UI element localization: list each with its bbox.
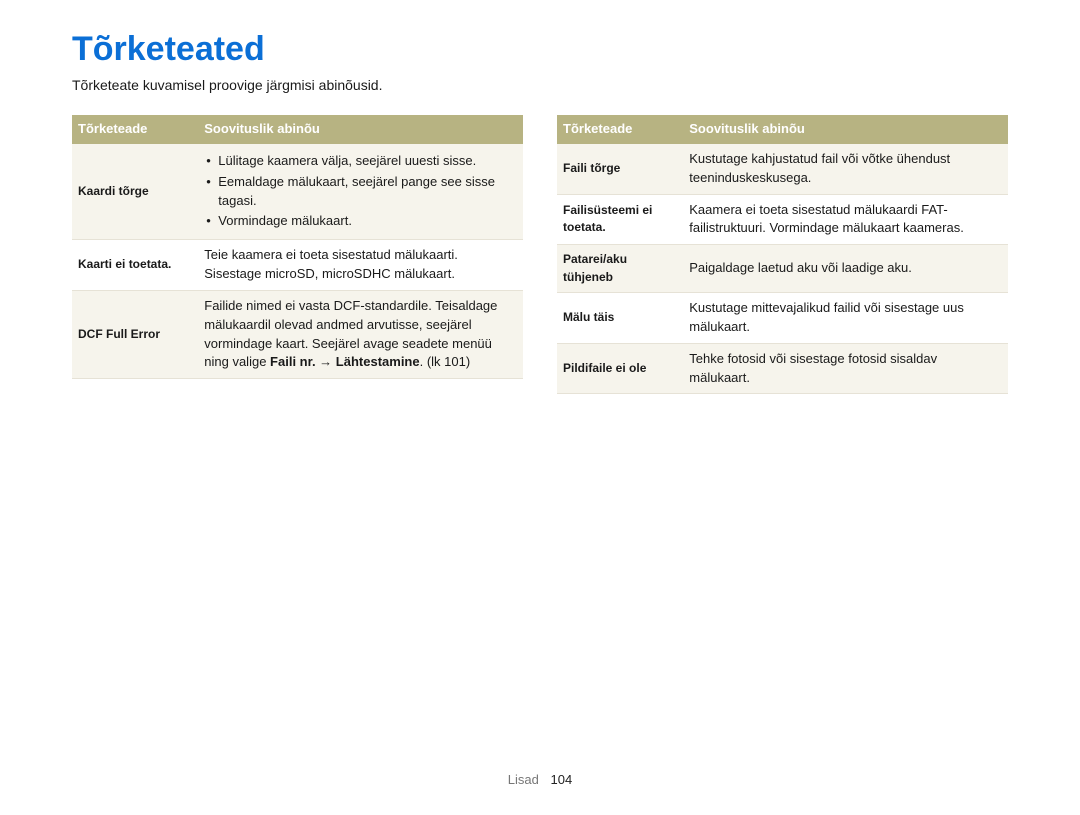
row-remedy: Failide nimed ei vasta DCF-standardile. … (198, 290, 523, 378)
table-row: DCF Full ErrorFailide nimed ei vasta DCF… (72, 290, 523, 378)
row-label: Mälu täis (557, 293, 683, 344)
header-error: Tõrketeade (557, 115, 683, 144)
left-table: Tõrketeade Soovituslik abinõu Kaardi tõr… (72, 115, 523, 379)
row-remedy: Tehke fotosid või sisestage fotosid sisa… (683, 343, 1008, 394)
remedy-text: Failide nimed ei vasta DCF-standardile. … (204, 298, 497, 370)
table-header-row: Tõrketeade Soovituslik abinõu (72, 115, 523, 144)
row-label: Pildifaile ei ole (557, 343, 683, 394)
list-item: Eemaldage mälukaart, seejärel pange see … (204, 173, 515, 211)
table-row: Mälu täisKustutage mittevajalikud failid… (557, 293, 1008, 344)
footer-section: Lisad (508, 772, 539, 787)
bold-text: Lähtestamine (336, 354, 420, 369)
page-title: Tõrketeated (72, 30, 1008, 69)
table-row: Failisüsteemi ei toetata.Kaamera ei toet… (557, 194, 1008, 245)
columns-wrapper: Tõrketeade Soovituslik abinõu Kaardi tõr… (72, 115, 1008, 394)
header-remedy: Soovituslik abinõu (198, 115, 523, 144)
row-label: Failisüsteemi ei toetata. (557, 194, 683, 245)
row-remedy: Teie kaamera ei toeta sisestatud mälukaa… (198, 240, 523, 291)
row-label: Patarei/aku tühjeneb (557, 245, 683, 293)
footer-page-number: 104 (551, 772, 573, 787)
row-label: DCF Full Error (72, 290, 198, 378)
row-label: Kaardi tõrge (72, 144, 198, 240)
header-remedy: Soovituslik abinõu (683, 115, 1008, 144)
row-label: Faili tõrge (557, 144, 683, 194)
row-label: Kaarti ei toetata. (72, 240, 198, 291)
row-remedy: Kustutage kahjustatud fail või võtke ühe… (683, 144, 1008, 194)
remedy-list: Lülitage kaamera välja, seejärel uuesti … (204, 152, 515, 231)
table-row: Pildifaile ei oleTehke fotosid või sises… (557, 343, 1008, 394)
left-column: Tõrketeade Soovituslik abinõu Kaardi tõr… (72, 115, 523, 394)
page-subtitle: Tõrketeate kuvamisel proovige järgmisi a… (72, 77, 1008, 93)
bold-text: Faili nr. (270, 354, 316, 369)
right-column: Tõrketeade Soovituslik abinõu Faili tõrg… (557, 115, 1008, 394)
row-remedy: Lülitage kaamera välja, seejärel uuesti … (198, 144, 523, 240)
table-header-row: Tõrketeade Soovituslik abinõu (557, 115, 1008, 144)
arrow-icon: → (316, 354, 336, 369)
table-row: Faili tõrgeKustutage kahjustatud fail võ… (557, 144, 1008, 194)
right-table: Tõrketeade Soovituslik abinõu Faili tõrg… (557, 115, 1008, 394)
table-row: Kaarti ei toetata.Teie kaamera ei toeta … (72, 240, 523, 291)
row-remedy: Kaamera ei toeta sisestatud mälukaardi F… (683, 194, 1008, 245)
list-item: Vormindage mälukaart. (204, 212, 515, 231)
table-row: Kaardi tõrge Lülitage kaamera välja, seej… (72, 144, 523, 240)
header-error: Tõrketeade (72, 115, 198, 144)
row-remedy: Paigaldage laetud aku või laadige aku. (683, 245, 1008, 293)
table-row: Patarei/aku tühjenebPaigaldage laetud ak… (557, 245, 1008, 293)
page-footer: Lisad 104 (0, 772, 1080, 787)
row-remedy: Kustutage mittevajalikud failid või sise… (683, 293, 1008, 344)
list-item: Lülitage kaamera välja, seejärel uuesti … (204, 152, 515, 171)
